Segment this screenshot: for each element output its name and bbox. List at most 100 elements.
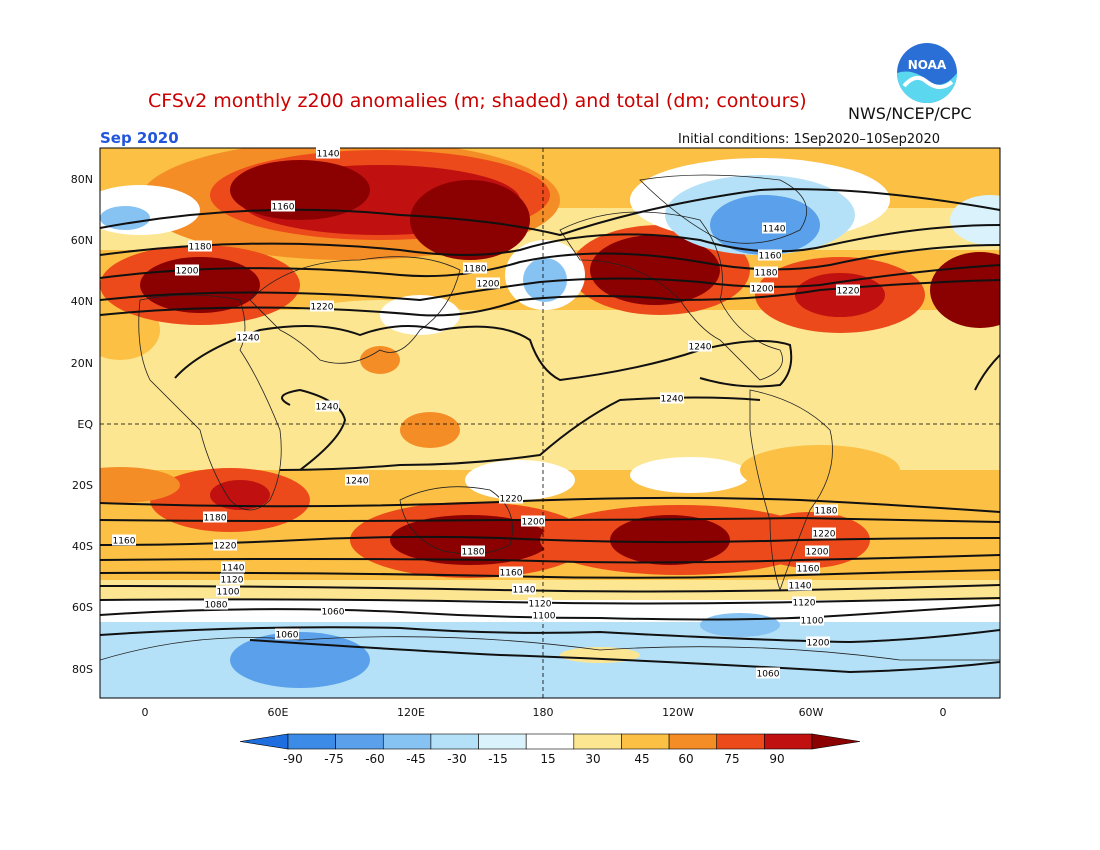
contour-label: 1060 [322,608,345,618]
contour-label-bg [188,240,212,252]
contour-label-bg [271,200,295,212]
colorbar-swatch [430,733,479,750]
contour-label-bg [521,515,545,527]
chart-title: CFSv2 monthly z200 anomalies (m; shaded)… [148,90,807,112]
lon-label-60e: 60E [267,706,289,719]
contour-label: 1200 [522,518,545,528]
contour-label-bg [315,400,339,412]
contour-label: 1160 [113,537,136,547]
contour-label-bg [806,636,830,648]
contour-label: 1120 [793,599,816,609]
contour-label: 1180 [204,514,227,524]
contour-label-bg [463,262,487,274]
contour-label: 1180 [755,269,778,279]
contour-label-bg [499,566,523,578]
colorbar-label: -45 [406,752,426,766]
contour-label-bg [321,605,345,617]
lon-label-120e: 120E [397,706,425,719]
lat-label-60n: 60N [70,234,93,247]
contour-label-bg [310,300,334,312]
colorbar-label: 75 [724,752,740,766]
lon-label-0-east: 0 [939,706,947,719]
lon-label-60w: 60W [798,706,824,719]
colorbar [239,733,861,750]
colorbar-label: 45 [634,752,650,766]
contour-label-bg [512,583,536,595]
lon-label-180: 180 [532,706,554,719]
contour-label-bg [762,222,786,234]
contour-label-bg [316,147,340,159]
contour-label: 1120 [529,600,552,610]
map-frame [99,147,1001,699]
contour-label-bg [750,282,774,294]
contour-label: 1140 [513,586,536,596]
contour-label-bg [275,628,299,640]
contour-label-bg [812,527,836,539]
contour-label: 1140 [317,150,340,160]
contour-label-bg [796,562,820,574]
contour-label: 1060 [757,670,780,680]
contour-label-bg [175,264,199,276]
lat-label-60s: 60S [72,601,93,614]
contour-label: 1120 [221,576,244,586]
svg-text:NOAA: NOAA [908,58,947,72]
colorbar-swatch [382,733,432,750]
contour-label-bg [688,340,712,352]
colorbar-label: -90 [283,752,303,766]
lat-label-40n: 40N [70,295,93,308]
contour-label: 1100 [801,617,824,627]
contour-label: 1200 [751,285,774,295]
contour-label: 1140 [789,582,812,592]
colorbar-swatch [335,733,384,750]
lat-label-80s: 80S [72,663,93,676]
colorbar-label: 15 [540,752,556,766]
lon-label-120w: 120W [662,706,694,719]
contour-label: 1180 [462,548,485,558]
contour-label: 1160 [500,569,523,579]
contour-label-layer: 1140 1160 1180 1200 1220 1240 1240 1240 1240 1240… [112,147,860,680]
colorbar-swatch [716,733,765,750]
contour-label-bg [528,597,552,609]
lat-label-20s: 20S [72,479,93,492]
month-label: Sep 2020 [100,129,179,147]
colorbar-swatch [621,733,670,750]
colorbar-label: -15 [488,752,508,766]
contour-label-bg [814,504,838,516]
contour-label-bg [236,331,260,343]
colorbar-swatch [668,733,718,750]
colorbar-swatch [478,733,527,750]
contour-label-bg [461,545,485,557]
colorbar-label: 30 [585,752,601,766]
colorbar-label: -30 [447,752,467,766]
contour-label-bg [112,534,136,546]
contour-label: 1140 [763,225,786,235]
colorbar-swatch [573,733,622,750]
contour-label: 1080 [205,601,228,611]
contour-label-bg [836,284,860,296]
contour-label: 1240 [237,334,260,344]
contour-label-bg [213,539,237,551]
contour-label-bg [805,545,829,557]
contour-label-bg [758,249,782,261]
colorbar-label: 90 [769,752,785,766]
contour-label: 1200 [807,639,830,649]
contour-label-bg [660,392,684,404]
contour-label: 1100 [217,588,240,598]
colorbar-swatch [287,733,336,750]
colorbar-label: 60 [678,752,694,766]
contour-label-bg [203,511,227,523]
contour-label: 1220 [837,287,860,297]
contour-label-bg [221,561,245,573]
initial-conditions-label: Initial conditions: 1Sep2020–10Sep2020 [678,132,940,147]
contour-label-bg [800,614,824,626]
contour-label: 1200 [477,280,500,290]
contour-label: 1160 [272,203,295,213]
contour-label: 1220 [214,542,237,552]
colorbar-swatch [764,733,813,750]
contour-label: 1160 [759,252,782,262]
contour-label-bg [216,585,240,597]
colorbar-label: -60 [365,752,385,766]
contour-label: 1220 [813,530,836,540]
contour-label: 1220 [500,495,523,505]
